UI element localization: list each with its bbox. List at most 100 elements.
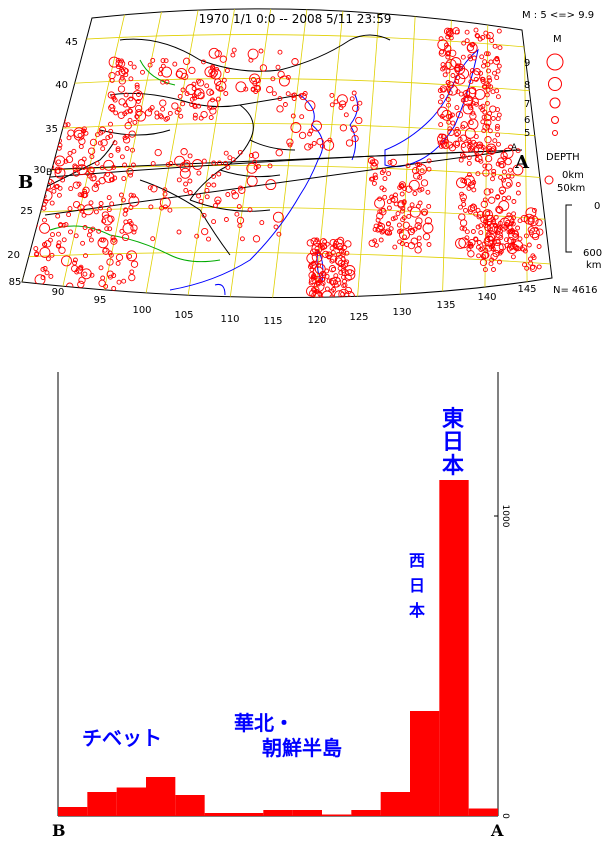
epicenter-circle <box>470 229 476 234</box>
epicenter-circle <box>82 225 88 230</box>
epicenter-circle <box>187 178 193 184</box>
epicenter-circle <box>147 107 153 113</box>
depth-scale-unit: km <box>586 260 602 271</box>
epicenter-circle <box>251 76 256 82</box>
epicenter-circle <box>330 276 342 288</box>
epicenter-circle <box>97 237 109 249</box>
epicenter-circle <box>106 207 112 213</box>
epicenter-circle <box>221 77 227 83</box>
epicenter-circle <box>335 252 341 257</box>
epicenter-circle <box>178 113 184 119</box>
epicenter-circle <box>437 88 443 93</box>
epicenter-circle <box>160 58 166 64</box>
epicenter-circle <box>148 204 154 210</box>
epicenter-circle <box>215 199 221 205</box>
epicenter-circle <box>131 193 137 199</box>
histogram-bar-1 <box>58 807 88 816</box>
epicenter-circle <box>323 139 335 151</box>
epicenter-circle <box>306 239 314 247</box>
epicenter-circle <box>520 214 528 223</box>
epicenter-circle <box>459 225 465 231</box>
epicenter-circle <box>465 87 477 99</box>
epicenter-circle <box>444 42 449 48</box>
epicenter-circle <box>483 113 492 122</box>
epicenter-circle <box>375 227 381 233</box>
epicenter-circle <box>302 91 308 96</box>
epicenter-circle <box>211 219 217 225</box>
epicenter-circle <box>103 283 109 289</box>
epicenter-circle <box>460 97 466 103</box>
epicenter-circle <box>479 54 485 60</box>
epicenter-circle <box>217 160 222 166</box>
epicenter-circle <box>466 143 472 149</box>
epicenter-circle <box>439 94 445 99</box>
lat-label-35: 35 <box>45 124 58 135</box>
epicenter-circle <box>60 177 66 183</box>
tick-1000-label: 1000 <box>500 505 510 528</box>
section-start-label: B <box>18 172 33 193</box>
epicenter-circle <box>426 166 432 172</box>
tick-0-label: 0 <box>500 813 510 819</box>
epicenter-circle <box>192 112 198 118</box>
epicenter-circle <box>459 134 467 142</box>
epicenter-circle <box>212 203 218 209</box>
epicenter-circle <box>123 68 129 74</box>
epicenter-circle <box>200 110 208 119</box>
epicenter-circle <box>290 113 296 119</box>
epicenter-circle <box>271 91 277 97</box>
epicenter-circle <box>111 164 117 170</box>
epicenter-circle <box>328 265 337 273</box>
epicenter-circle <box>463 97 469 103</box>
epicenter-circle <box>495 68 501 74</box>
epicenter-map: 1970 1/1 0:0 -- 2008 5/11 23:59 45 40 35… <box>7 8 602 327</box>
epicenter-circle <box>50 232 55 238</box>
section-end-small-label: A <box>511 143 518 153</box>
mag-legend-label-5: 5 <box>524 128 530 139</box>
histogram-bar-3 <box>116 787 146 816</box>
epicenter-circle <box>320 271 326 277</box>
lon-label-85: 85 <box>9 277 22 288</box>
epicenter-circle <box>194 233 200 239</box>
epicenter-circle <box>407 206 413 212</box>
epicenter-circle <box>511 199 517 204</box>
epicenter-circle <box>128 130 136 138</box>
epicenter-circle <box>382 194 388 200</box>
border-north <box>119 34 391 72</box>
epicenter-circle <box>397 200 405 208</box>
epicenter-circle <box>392 244 398 250</box>
epicenter-circle <box>396 222 402 228</box>
epicenter-circle <box>445 80 451 85</box>
epicenter-circle <box>65 122 71 128</box>
epicenter-circle <box>438 36 444 42</box>
epicenter-circle <box>484 223 492 232</box>
histogram-bar-14 <box>439 480 469 816</box>
epicenter-circle <box>464 127 476 139</box>
epicenter-circle <box>195 78 201 84</box>
epicenter-circle <box>484 100 490 106</box>
epicenter-circle <box>107 91 115 99</box>
epicenter-circle <box>214 196 222 204</box>
depth-scale-top: 0 <box>594 201 600 212</box>
epicenter-circle <box>108 128 114 134</box>
epicenter-circle <box>397 185 403 190</box>
epicenter-circle <box>416 163 427 175</box>
epicenter-circle <box>121 278 127 284</box>
epicenter-circle <box>321 290 333 298</box>
epicenter-circle <box>379 170 385 176</box>
epicenter-circle <box>77 204 85 212</box>
epicenter-circle <box>218 86 224 92</box>
epicenter-circle <box>207 105 213 111</box>
epicenter-circle <box>176 177 182 183</box>
epicenter-circle <box>308 128 314 134</box>
epicenter-circle <box>39 188 45 194</box>
epicenter-circle <box>517 218 523 224</box>
mag-legend-label-9: 9 <box>524 58 530 69</box>
epicenter-circle <box>458 237 470 249</box>
map-title: 1970 1/1 0:0 -- 2008 5/11 23:59 <box>199 12 392 26</box>
epicenter-circle <box>463 207 468 213</box>
epicenter-circle <box>481 63 486 69</box>
epicenter-circle <box>461 201 467 207</box>
epicenter-circle <box>385 221 391 227</box>
epicenter-circle <box>402 221 410 229</box>
epicenter-circle <box>118 77 126 85</box>
